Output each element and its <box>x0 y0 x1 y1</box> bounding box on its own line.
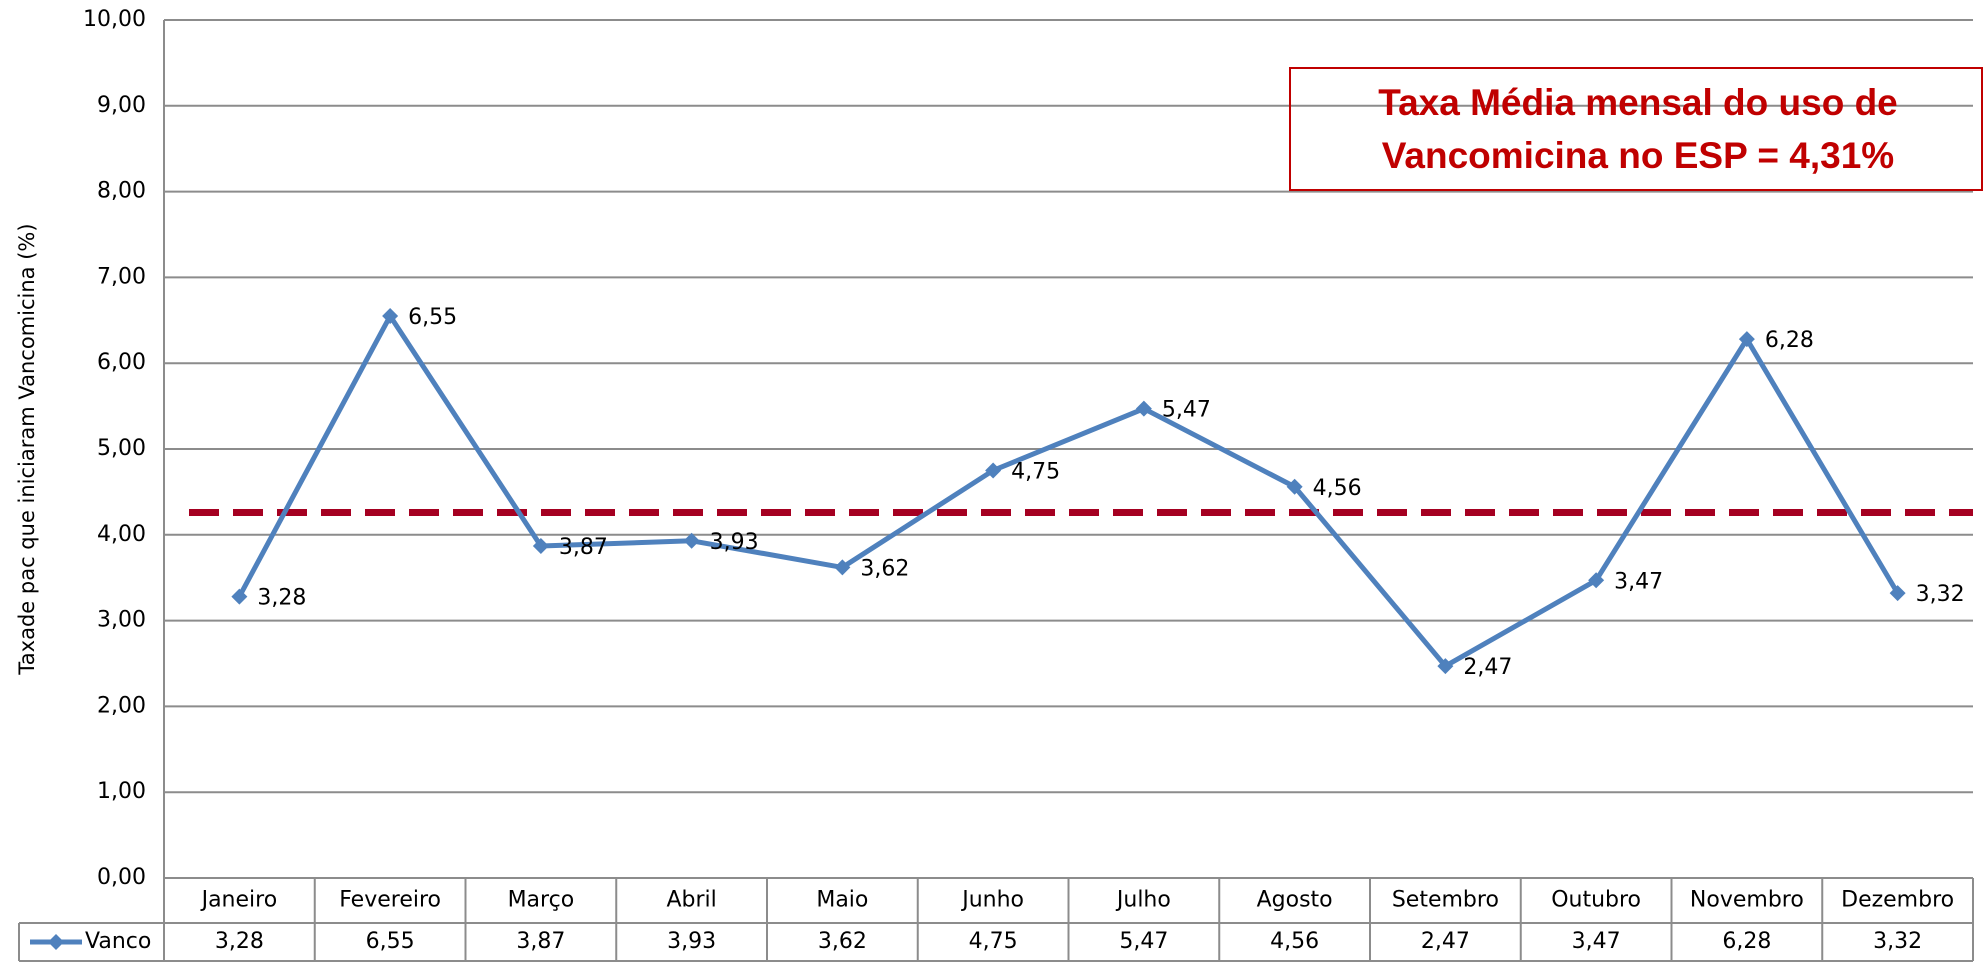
x-tick-label: Maio <box>816 888 868 913</box>
x-tick-label: Agosto <box>1257 888 1333 913</box>
table-value: 5,47 <box>1119 929 1168 954</box>
y-tick-label: 0,00 <box>97 865 146 890</box>
point <box>1286 478 1303 495</box>
table-value: 3,28 <box>215 929 264 954</box>
y-tick-label: 8,00 <box>97 179 146 204</box>
data-label: 3,28 <box>257 586 306 611</box>
data-label: 6,55 <box>408 305 457 330</box>
y-tick-label: 7,00 <box>97 264 146 289</box>
data-label: 4,56 <box>1313 476 1362 501</box>
x-tick-label: Outubro <box>1551 888 1641 913</box>
point <box>382 308 399 325</box>
x-tick-label: Fevereiro <box>339 888 441 913</box>
point <box>985 462 1002 479</box>
y-tick-label: 4,00 <box>97 522 146 547</box>
y-tick-label: 3,00 <box>97 608 146 633</box>
series-line <box>237 313 1900 669</box>
table-value: 3,47 <box>1572 929 1621 954</box>
y-tick-label: 5,00 <box>97 436 146 461</box>
x-tick-label: Julho <box>1115 888 1171 913</box>
x-tick-label: Abril <box>666 888 716 913</box>
data-label: 3,62 <box>860 556 909 581</box>
point <box>231 588 248 605</box>
x-tick-label: Março <box>508 888 575 913</box>
point <box>1135 400 1152 417</box>
x-tick-label: Setembro <box>1392 888 1499 913</box>
data-label: 3,32 <box>1916 582 1965 607</box>
point <box>834 559 851 576</box>
annotation: Vancomicina no ESP = 4,31% <box>1382 135 1894 176</box>
annotation: Taxa Média mensal do uso de <box>1378 82 1898 123</box>
y-tick-label: 6,00 <box>97 350 146 375</box>
x-tick-label: Dezembro <box>1841 888 1954 913</box>
table-value: 2,47 <box>1421 929 1470 954</box>
table-value: 4,56 <box>1270 929 1319 954</box>
x-tick-label: Novembro <box>1690 888 1804 913</box>
point <box>1588 572 1605 589</box>
y-axis-label: Taxade pac que iniciaram Vancomicina (%) <box>15 223 39 675</box>
table-value: 3,32 <box>1873 929 1922 954</box>
y-tick-label: 9,00 <box>97 93 146 118</box>
table-value: 6,28 <box>1722 929 1771 954</box>
data-label: 3,47 <box>1614 569 1663 594</box>
annotation-box <box>1289 67 1983 191</box>
point <box>532 537 549 554</box>
table-value: 3,87 <box>516 929 565 954</box>
point <box>683 532 700 549</box>
table-value: 4,75 <box>969 929 1018 954</box>
data-label: 2,47 <box>1463 655 1512 680</box>
x-tick-label: Janeiro <box>200 888 278 913</box>
table-value: 6,55 <box>366 929 415 954</box>
data-label: 4,75 <box>1011 459 1060 484</box>
data-label: 3,87 <box>559 535 608 560</box>
legend-marker <box>48 934 64 950</box>
y-tick-label: 1,00 <box>97 779 146 804</box>
x-tick-label: Junho <box>960 888 1024 913</box>
point <box>1889 585 1906 602</box>
table-value: 3,62 <box>818 929 867 954</box>
y-tick-label: 10,00 <box>83 7 146 32</box>
data-label: 6,28 <box>1765 328 1814 353</box>
data-label: 5,47 <box>1162 398 1211 423</box>
legend-label: Vanco <box>85 929 151 954</box>
data-label: 3,93 <box>710 530 759 555</box>
point <box>1738 331 1755 348</box>
point <box>1437 658 1454 675</box>
y-tick-label: 2,00 <box>97 693 146 718</box>
table-value: 3,93 <box>667 929 716 954</box>
